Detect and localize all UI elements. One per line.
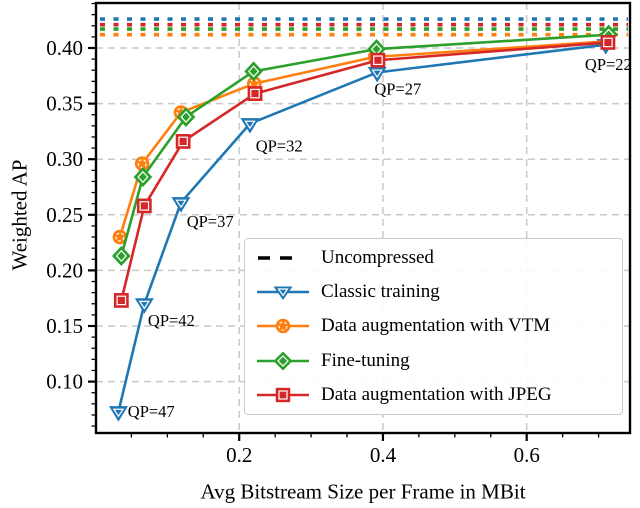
legend-label: Uncompressed [321, 247, 434, 269]
svg-text:0.15: 0.15 [46, 314, 83, 338]
svg-text:0.6: 0.6 [514, 443, 540, 467]
diamond-marker-icon [257, 351, 309, 371]
qp-annotation: QP=37 [187, 212, 234, 231]
circle-marker-icon [257, 319, 309, 334]
qp-annotation: QP=32 [256, 136, 303, 155]
svg-text:0.10: 0.10 [46, 370, 83, 394]
svg-text:0.30: 0.30 [46, 147, 83, 171]
square-marker-icon [257, 387, 309, 402]
legend-item-uncompressed: Uncompressed [255, 241, 622, 275]
chart-legend: Uncompressed Classic training Data augme… [244, 238, 623, 415]
y-axis-label: Weighted AP [7, 159, 32, 271]
svg-text:0.4: 0.4 [370, 443, 397, 467]
x-axis-label: Avg Bitstream Size per Frame in MBit [200, 479, 526, 504]
legend-label: Data augmentation with VTM [321, 315, 551, 337]
triangle-down-marker-icon [257, 286, 309, 301]
qp-annotation: QP=42 [148, 311, 195, 330]
qp-annotation: QP=47 [128, 402, 175, 421]
svg-text:0.40: 0.40 [46, 36, 83, 60]
legend-label: Classic training [321, 281, 440, 303]
legend-label: Data augmentation with JPEG [321, 383, 552, 405]
legend-item-jpeg: Data augmentation with JPEG [255, 378, 622, 412]
legend-label: Fine-tuning [321, 349, 410, 371]
svg-text:0.35: 0.35 [46, 92, 83, 116]
legend-item-vtm: Data augmentation with VTM [255, 309, 622, 343]
svg-text:0.2: 0.2 [226, 443, 252, 467]
legend-item-classic-training: Classic training [255, 275, 622, 309]
svg-text:0.20: 0.20 [46, 258, 83, 282]
dashed-line-icon [258, 256, 296, 260]
qp-annotation: QP=22 [585, 55, 632, 74]
legend-item-fine-tuning: Fine-tuning [255, 344, 622, 378]
qp-annotation: QP=27 [374, 80, 421, 99]
svg-text:0.25: 0.25 [46, 203, 83, 227]
